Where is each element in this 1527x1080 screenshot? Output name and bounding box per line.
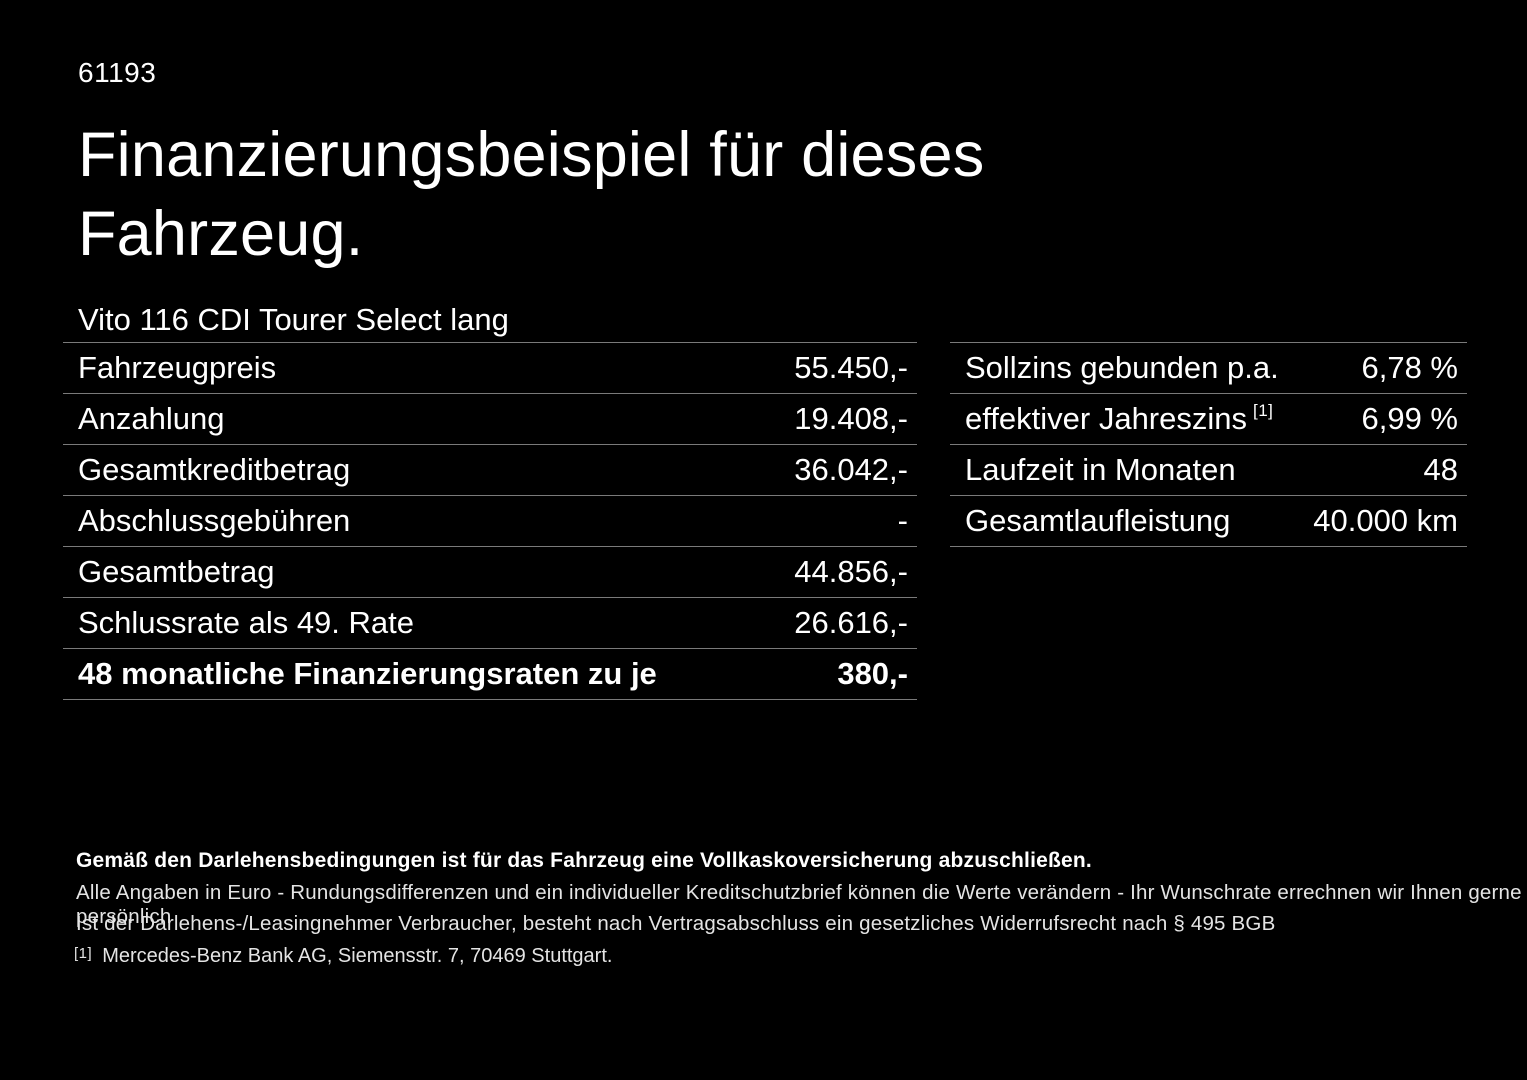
row-label: Gesamtbetrag: [78, 554, 275, 589]
row-value: 6,99 %: [1361, 401, 1458, 436]
row-label: Anzahlung: [78, 401, 225, 436]
row-label: Schlussrate als 49. Rate: [78, 605, 415, 640]
document-number: 61193: [78, 57, 157, 88]
row-label: Laufzeit in Monaten: [965, 452, 1236, 487]
vehicle-model-label: Vito 116 CDI Tourer Select lang: [78, 302, 509, 337]
row-value: 6,78 %: [1361, 350, 1458, 385]
row-label: effektiver Jahreszins [1]: [965, 401, 1274, 436]
table-row: effektiver Jahreszins [1] 6,99 %: [950, 393, 1467, 444]
row-value: 36.042,-: [794, 452, 908, 487]
row-value: 19.408,-: [794, 401, 908, 436]
table-row: Anzahlung 19.408,-: [63, 393, 917, 444]
row-label: 48 monatliche Finanzierungsraten zu je: [78, 656, 657, 691]
disclaimer-line1: Alle Angaben in Euro - Rundungsdifferenz…: [76, 881, 1522, 928]
row-label: Fahrzeugpreis: [78, 350, 277, 385]
footnote-marker: [1]: [74, 945, 93, 962]
row-value: -: [897, 503, 908, 538]
table-row: Abschlussgebühren -: [63, 495, 917, 546]
table-row: 48 monatliche Finanzierungsraten zu je 38…: [63, 648, 917, 699]
row-label: Gesamtkreditbetrag: [78, 452, 351, 487]
row-label: Abschlussgebühren: [78, 503, 351, 538]
row-label: Gesamtlaufleistung: [965, 503, 1231, 538]
row-value: 40.000 km: [1313, 503, 1458, 538]
finance-table: Fahrzeugpreis 55.450,- Anzahlung 19.408,- Ge…: [63, 342, 917, 700]
row-value: 380,-: [837, 656, 908, 691]
page-title-line2: Fahrzeug.: [78, 199, 364, 269]
page-title-line1: Finanzierungsbeispiel für dieses: [78, 120, 985, 190]
conditions-table: Sollzins gebunden p.a. 6,78 % effektiver J…: [950, 342, 1467, 547]
row-value: 44.856,-: [794, 554, 908, 589]
disclaimer-line2: Ist der Darlehens-/Leasingnehmer Verbrau…: [76, 912, 1276, 935]
table-row: Gesamtlaufleistung 40.000 km: [950, 495, 1467, 546]
table-row: Fahrzeugpreis 55.450,-: [63, 342, 917, 393]
footnote-text: Mercedes-Benz Bank AG, Siemensstr. 7, 70…: [102, 945, 613, 967]
footnote-marker: [1]: [1253, 401, 1274, 420]
table-row: Sollzins gebunden p.a. 6,78 %: [950, 342, 1467, 393]
table-row: Gesamtbetrag 44.856,-: [63, 546, 917, 597]
table-row: Gesamtkreditbetrag 36.042,-: [63, 444, 917, 495]
table-row: Schlussrate als 49. Rate 26.616,-: [63, 597, 917, 648]
footnote: [1] Mercedes-Benz Bank AG, Siemensstr. 7,…: [74, 945, 612, 968]
row-value: 55.450,-: [794, 350, 908, 385]
page-title: Finanzierungsbeispiel für dieses Fahrzeu…: [78, 116, 984, 274]
row-value: 26.616,-: [794, 605, 908, 640]
table-row: Laufzeit in Monaten 48: [950, 444, 1467, 495]
row-value: 48: [1423, 452, 1458, 487]
insurance-note: Gemäß den Darlehensbedingungen ist für d…: [76, 849, 1092, 872]
row-label: Sollzins gebunden p.a.: [965, 350, 1279, 385]
